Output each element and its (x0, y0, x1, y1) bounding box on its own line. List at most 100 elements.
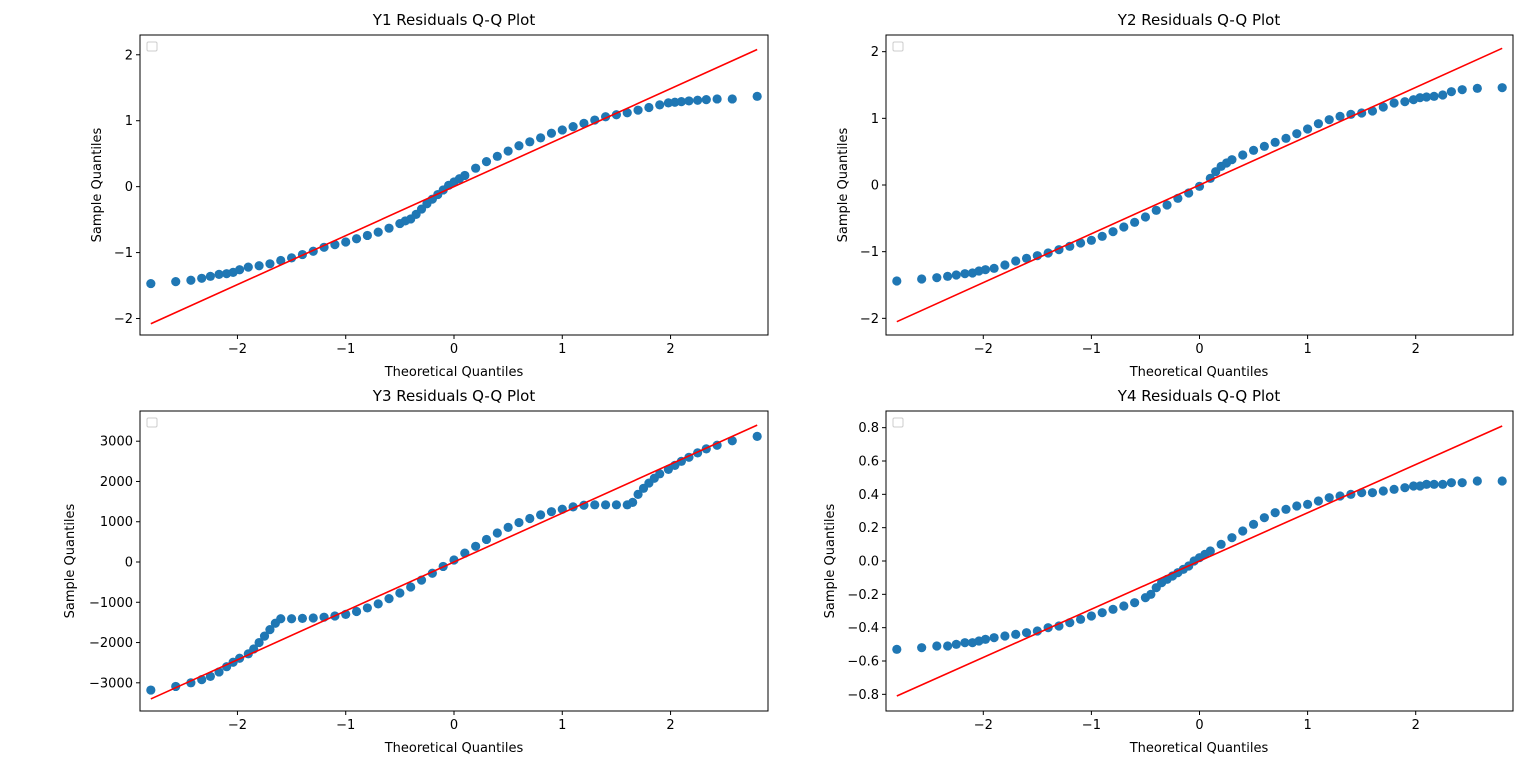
y-tick-label: 1 (125, 114, 133, 129)
x-tick-label: −2 (228, 718, 247, 733)
y-tick-label: 0.2 (858, 521, 879, 536)
data-point (1281, 504, 1291, 514)
data-point (1421, 479, 1432, 489)
data-point (980, 265, 991, 275)
y-tick-label: −2 (114, 312, 133, 327)
data-point (1378, 486, 1388, 496)
data-point (1400, 483, 1410, 493)
y-tick-label: −1 (860, 245, 879, 260)
data-point (525, 513, 535, 524)
data-point (503, 522, 513, 532)
y-tick-label: 0 (125, 556, 133, 571)
data-point (171, 276, 181, 287)
data-point (989, 633, 999, 643)
data-point (1054, 621, 1064, 631)
reference-line (150, 48, 758, 325)
data-point (1000, 260, 1010, 270)
data-point (514, 517, 524, 528)
x-tick-label: 2 (1412, 718, 1420, 733)
x-tick-label: 0 (450, 342, 458, 357)
data-point (1032, 626, 1042, 636)
data-point (644, 102, 654, 113)
data-point (492, 151, 502, 161)
data-point (917, 274, 927, 284)
subplot-title: Y4 Residuals Q-Q Plot (1117, 387, 1281, 405)
y-tick-label: −2 (860, 312, 879, 327)
data-point (1205, 546, 1215, 556)
data-point (259, 631, 270, 641)
plot-area: −2 −1 0 1 2 −3000 −2000 −1000 0 1000 2000 3000 (89, 410, 769, 733)
x-tick-label: 2 (666, 718, 674, 733)
data-point (276, 614, 286, 624)
data-point (1238, 150, 1248, 160)
data-points (892, 83, 1507, 286)
data-point (546, 128, 557, 138)
data-point (1119, 222, 1129, 232)
x-tick-label: 1 (1303, 718, 1311, 733)
data-point (1108, 604, 1118, 614)
data-point (341, 237, 351, 247)
y-tick-label: −0.6 (847, 655, 879, 670)
data-point (1457, 478, 1467, 488)
x-tick-label: 1 (558, 342, 566, 357)
data-point (951, 270, 961, 280)
y-tick-label: −0.2 (847, 588, 879, 603)
subplot-title: Y2 Residuals Q-Q Plot (1117, 11, 1281, 29)
y-axis-label: Sample Quantiles (836, 127, 851, 242)
data-point (481, 534, 492, 545)
data-point (1216, 539, 1226, 549)
data-point (525, 137, 535, 147)
legend-box (146, 417, 158, 428)
data-point (1259, 513, 1269, 523)
data-point (960, 269, 970, 279)
plot-area: −2 −1 0 1 2 −2 −1 0 1 2 (860, 34, 1514, 357)
x-axis-label: Theoretical Quantiles (1129, 365, 1269, 380)
y-tick-label: −2000 (89, 636, 133, 651)
data-point (297, 613, 308, 623)
data-point (362, 230, 372, 241)
x-tick-label: −1 (336, 718, 355, 733)
data-point (655, 469, 665, 479)
data-point (514, 141, 524, 151)
data-point (1335, 491, 1345, 501)
y-tick-label: 0.8 (858, 421, 879, 436)
data-point (243, 262, 253, 272)
data-points (146, 431, 762, 695)
data-point (373, 599, 383, 609)
data-point (1324, 115, 1334, 125)
data-point (579, 118, 589, 128)
subplot-y1: Y1 Residuals Q-Q Plot −2 −1 0 1 2 −2 −1 0 1 2 The… (90, 11, 769, 380)
x-tick-label: 2 (666, 342, 674, 357)
x-axis-label: Theoretical Quantiles (384, 365, 524, 380)
data-point (1438, 90, 1448, 100)
data-point (676, 96, 686, 107)
y-axis-label: Sample Quantiles (90, 127, 105, 242)
subplot-y3: Y3 Residuals Q-Q Plot −2 −1 0 1 2−3000−2000−… (63, 387, 769, 756)
data-point (892, 276, 902, 286)
data-point (1400, 97, 1410, 107)
data-point (1303, 124, 1313, 134)
data-point (655, 100, 665, 110)
data-point (265, 259, 275, 269)
data-point (1429, 479, 1439, 489)
data-point (932, 641, 942, 651)
data-point (1446, 87, 1456, 97)
data-point (1086, 235, 1096, 245)
data-point (600, 500, 611, 510)
subplot-y2: Y2 Residuals Q-Q Plot −2 −1 0 1 2 −2 −1 0 1 2 The… (836, 11, 1514, 380)
y-tick-label: −1 (114, 246, 133, 261)
data-point (1303, 499, 1313, 509)
x-tick-label: −1 (336, 342, 355, 357)
data-point (752, 91, 762, 101)
y-tick-label: 2 (125, 48, 133, 63)
data-point (727, 436, 737, 446)
data-point (622, 108, 632, 118)
y-tick-label: 2000 (100, 475, 133, 490)
data-point (481, 156, 492, 167)
data-point (276, 255, 286, 266)
data-point (254, 637, 264, 648)
data-point (1227, 155, 1237, 165)
data-point (406, 582, 416, 592)
data-point (1472, 83, 1482, 93)
data-point (1389, 484, 1399, 494)
